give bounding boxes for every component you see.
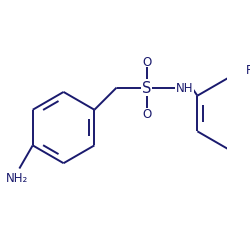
Text: F: F bbox=[246, 64, 250, 77]
Text: NH₂: NH₂ bbox=[6, 171, 28, 184]
Text: NH: NH bbox=[176, 82, 193, 95]
Text: O: O bbox=[142, 108, 151, 121]
Text: O: O bbox=[142, 55, 151, 68]
Text: S: S bbox=[142, 81, 151, 96]
